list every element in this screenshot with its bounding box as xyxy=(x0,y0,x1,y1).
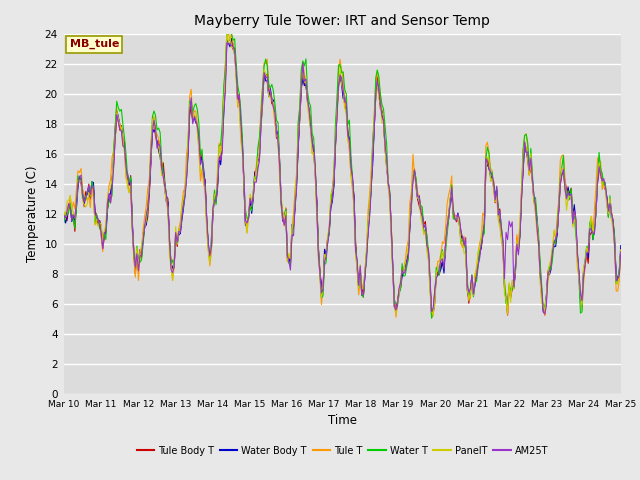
Legend: Tule Body T, Water Body T, Tule T, Water T, PanelT, AM25T: Tule Body T, Water Body T, Tule T, Water… xyxy=(133,442,552,459)
Y-axis label: Temperature (C): Temperature (C) xyxy=(26,165,39,262)
Title: Mayberry Tule Tower: IRT and Sensor Temp: Mayberry Tule Tower: IRT and Sensor Temp xyxy=(195,14,490,28)
X-axis label: Time: Time xyxy=(328,414,357,427)
Text: MB_tule: MB_tule xyxy=(70,39,119,49)
